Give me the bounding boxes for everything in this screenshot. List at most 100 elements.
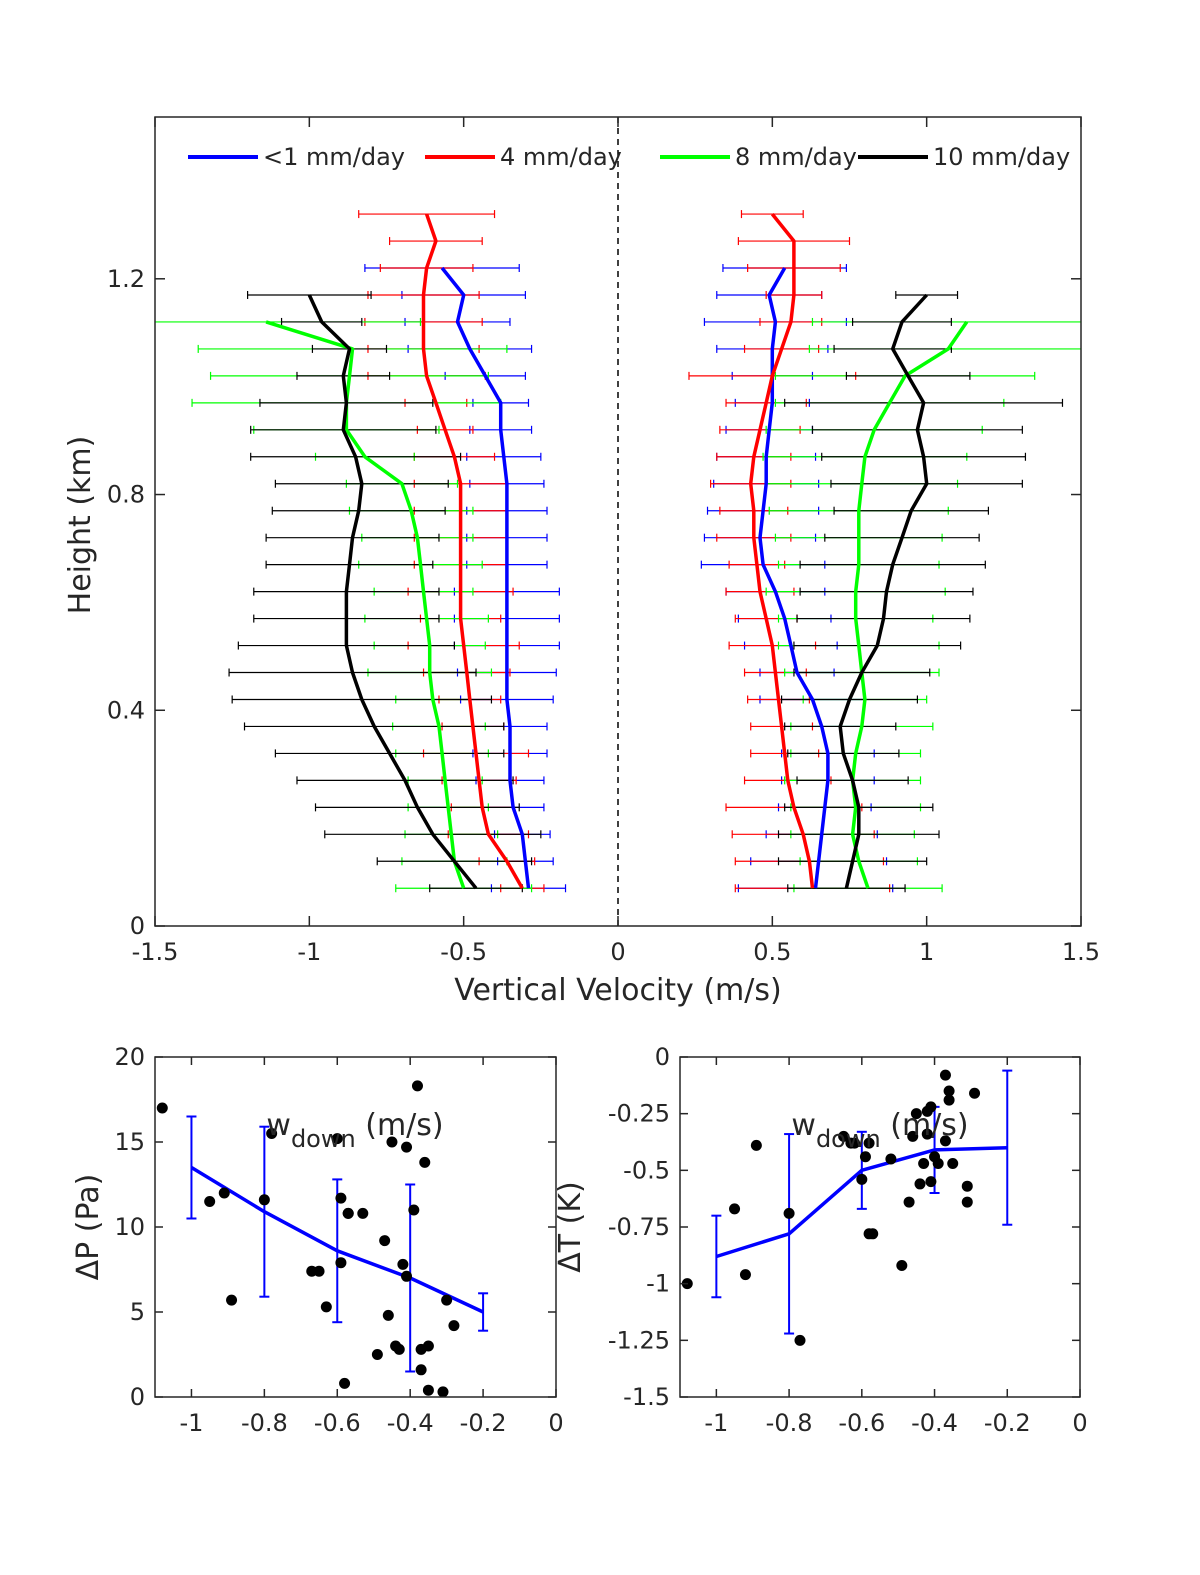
- pressure-data-point: [226, 1295, 237, 1306]
- pressure-axes: -1 -0.8 -0.6 -0.4 -0.2 0 0 5 10 15 20: [114, 1043, 563, 1437]
- profile-y-axis-label: Height (km): [63, 436, 98, 615]
- legend-label-0: <1 mm/day: [263, 143, 405, 171]
- series-2-up-profile-line: [853, 322, 967, 888]
- temperature-x-tick-label: 0: [1072, 1409, 1087, 1437]
- profile-x-tick-label: 1.5: [1062, 938, 1100, 966]
- pressure-y-tick-label: 5: [130, 1298, 145, 1326]
- pressure-data-point: [343, 1208, 354, 1219]
- temperature-data-point: [904, 1197, 915, 1208]
- temperature-axes: -1 -0.8 -0.6 -0.4 -0.2 0 0 -0.25 -0.5 -0.75 -1 -1.2…: [608, 1043, 1088, 1437]
- temperature-data-point: [885, 1154, 896, 1165]
- profile-y-tick-label: 0.8: [107, 481, 145, 509]
- pressure-y-tick-label: 15: [114, 1128, 145, 1156]
- profile-x-tick-label: 0: [610, 938, 625, 966]
- pressure-data-point: [437, 1386, 448, 1397]
- profile-y-tick-label: 0.4: [107, 696, 145, 724]
- pressure-x-label-unit: (m/s): [356, 1108, 444, 1143]
- temperature-data-point: [962, 1181, 973, 1192]
- temperature-y-axis-label: ΔT (K): [553, 1181, 588, 1272]
- pressure-x-axis-label: wdown (m/s): [266, 1108, 443, 1153]
- pressure-x-tick-label: -0.8: [241, 1409, 288, 1437]
- pressure-x-tick-label: -0.4: [387, 1409, 434, 1437]
- profile-panel: -1.5 -1 -0.5 0 0.5 1 1.5 0 0.4 0.8 1.2 Vertical Ve…: [63, 117, 1121, 1008]
- legend-label-2: 8 mm/day: [735, 143, 857, 171]
- temperature-x-tick-label: -0.4: [911, 1409, 958, 1437]
- temperature-data-point: [729, 1203, 740, 1214]
- legend-label-3: 10 mm/day: [933, 143, 1070, 171]
- profile-marks: [112, 117, 1121, 926]
- profile-x-tick-label: -1: [297, 938, 321, 966]
- pressure-data-point: [419, 1157, 430, 1168]
- pressure-data-point: [157, 1103, 168, 1114]
- profile-x-tick-label: 1: [919, 938, 934, 966]
- temperature-data-point: [896, 1260, 907, 1271]
- pressure-y-tick-label: 0: [130, 1383, 145, 1411]
- temperature-x-tick-label: -0.2: [984, 1409, 1031, 1437]
- temperature-data-point: [867, 1228, 878, 1239]
- temperature-data-point: [915, 1178, 926, 1189]
- temperature-y-tick-label: -0.25: [608, 1100, 670, 1128]
- pressure-data-point: [423, 1341, 434, 1352]
- profile-plot-area: [112, 117, 1121, 926]
- figure: -1.5 -1 -0.5 0 0.5 1 1.5 0 0.4 0.8 1.2 Vertical Ve…: [0, 0, 1200, 1575]
- temperature-data-point: [740, 1269, 751, 1280]
- pressure-data-point: [423, 1385, 434, 1396]
- pressure-data-point: [383, 1310, 394, 1321]
- temperature-data-point: [969, 1088, 980, 1099]
- pressure-data-point: [372, 1349, 383, 1360]
- pressure-data-point: [401, 1142, 412, 1153]
- temperature-data-point: [751, 1140, 762, 1151]
- temperature-data-point: [918, 1158, 929, 1169]
- series-0-up-profile-line: [760, 268, 828, 888]
- temperature-y-tick-label: 0: [655, 1043, 670, 1071]
- profile-y-tick-label: 1.2: [107, 265, 145, 293]
- pressure-data-point: [441, 1295, 452, 1306]
- pressure-data-point: [357, 1208, 368, 1219]
- temperature-data-point: [947, 1158, 958, 1169]
- pressure-y-tick-label: 10: [114, 1213, 145, 1241]
- profile-x-tick-label: -0.5: [440, 938, 487, 966]
- profile-x-tick-label: 0.5: [753, 938, 791, 966]
- pressure-data-point: [259, 1194, 270, 1205]
- temperature-x-tick-label: -0.6: [838, 1409, 885, 1437]
- profile-x-axis-label: Vertical Velocity (m/s): [454, 973, 781, 1008]
- profile-y-tick-label: 0: [130, 912, 145, 940]
- temperature-y-tick-label: -1.5: [623, 1383, 670, 1411]
- pressure-data-point: [204, 1196, 215, 1207]
- temperature-panel: -1 -0.8 -0.6 -0.4 -0.2 00-0.25-0.5-0.75-1-1.2…: [553, 1043, 1088, 1437]
- series-2-down-profile-line: [266, 322, 464, 888]
- pressure-data-point: [448, 1320, 459, 1331]
- pressure-data-point: [401, 1271, 412, 1282]
- temperature-data-point: [944, 1095, 955, 1106]
- pressure-data-point: [219, 1188, 230, 1199]
- temperature-data-point: [795, 1335, 806, 1346]
- pressure-data-point: [335, 1193, 346, 1204]
- legend-label-1: 4 mm/day: [500, 143, 622, 171]
- temperature-y-tick-label: -0.5: [623, 1156, 670, 1184]
- pressure-x-label-subscript: down: [291, 1125, 356, 1153]
- pressure-y-tick-label: 20: [114, 1043, 145, 1071]
- pressure-data-point: [408, 1205, 419, 1216]
- pressure-data-point: [335, 1257, 346, 1268]
- temperature-x-axis-label: wdown (m/s): [791, 1108, 968, 1153]
- pressure-x-label-main: w: [266, 1108, 291, 1143]
- pressure-x-tick-label: -0.2: [460, 1409, 507, 1437]
- pressure-data-point: [397, 1259, 408, 1270]
- temperature-data-point: [933, 1158, 944, 1169]
- temperature-data-point: [925, 1176, 936, 1187]
- temperature-x-label-subscript: down: [816, 1125, 881, 1153]
- pressure-y-axis-label: ΔP (Pa): [71, 1174, 106, 1281]
- pressure-x-tick-label: 0: [548, 1409, 563, 1437]
- temperature-y-tick-label: -1: [646, 1270, 670, 1298]
- pressure-x-tick-label: -0.6: [314, 1409, 361, 1437]
- pressure-data-point: [339, 1378, 350, 1389]
- temperature-x-tick-label: -0.8: [766, 1409, 813, 1437]
- profile-x-tick-label: -1.5: [132, 938, 179, 966]
- temperature-data-point: [940, 1070, 951, 1081]
- temperature-data-point: [962, 1197, 973, 1208]
- temperature-x-label-unit: (m/s): [881, 1108, 969, 1143]
- pressure-data-point: [314, 1266, 325, 1277]
- temperature-x-label-main: w: [791, 1108, 816, 1143]
- temperature-data-point: [856, 1174, 867, 1185]
